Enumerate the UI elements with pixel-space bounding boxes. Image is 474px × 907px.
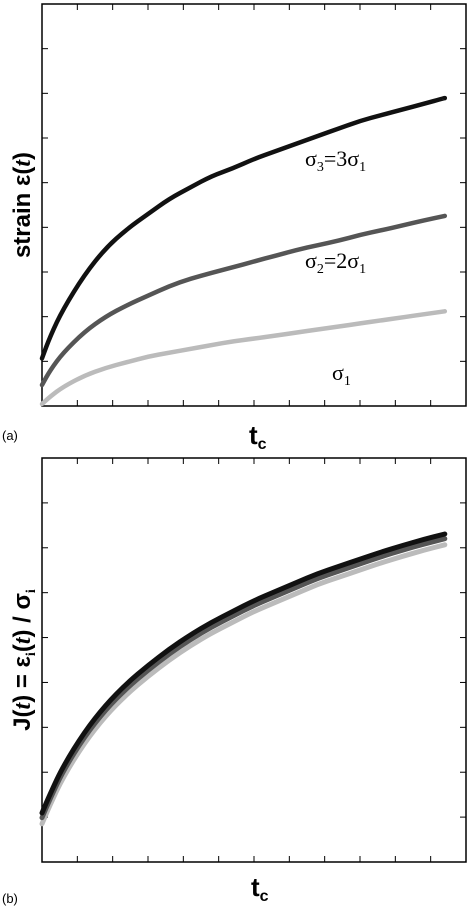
series-label-sigma3: σ3=3σ1 [305,146,366,175]
series-lines-b [39,531,448,827]
series-line-a-1 [39,95,448,361]
series-line-b-2 [39,536,448,821]
plot-frame-b [41,457,467,863]
plot-frame-a [41,3,467,407]
series-line-b-1 [39,531,448,816]
tick-marks-b [42,458,466,862]
series-line-a-2 [39,213,448,388]
series-line-b-3 [39,542,448,827]
panel-a: σ3=3σ1 σ2=2σ1 σ1 (a) tc strain ε(t) [2,3,467,453]
panel-label-a: (a) [2,428,18,443]
series-label-sigma1: σ1 [332,360,351,389]
x-axis-label-b: tc [251,872,269,905]
panel-label-b: (b) [2,891,18,906]
x-axis-label-a: tc [249,420,267,453]
series-label-sigma2: σ2=2σ1 [305,248,366,277]
series-lines-a [39,95,448,407]
tick-marks-a [42,4,466,406]
y-axis-label-b: J(t) = εi(t) / σi [9,589,39,731]
panel-b: (b) tc J(t) = εi(t) / σi [2,457,467,906]
series-line-a-3 [39,309,448,407]
y-axis-label-a: strain ε(t) [9,152,36,258]
